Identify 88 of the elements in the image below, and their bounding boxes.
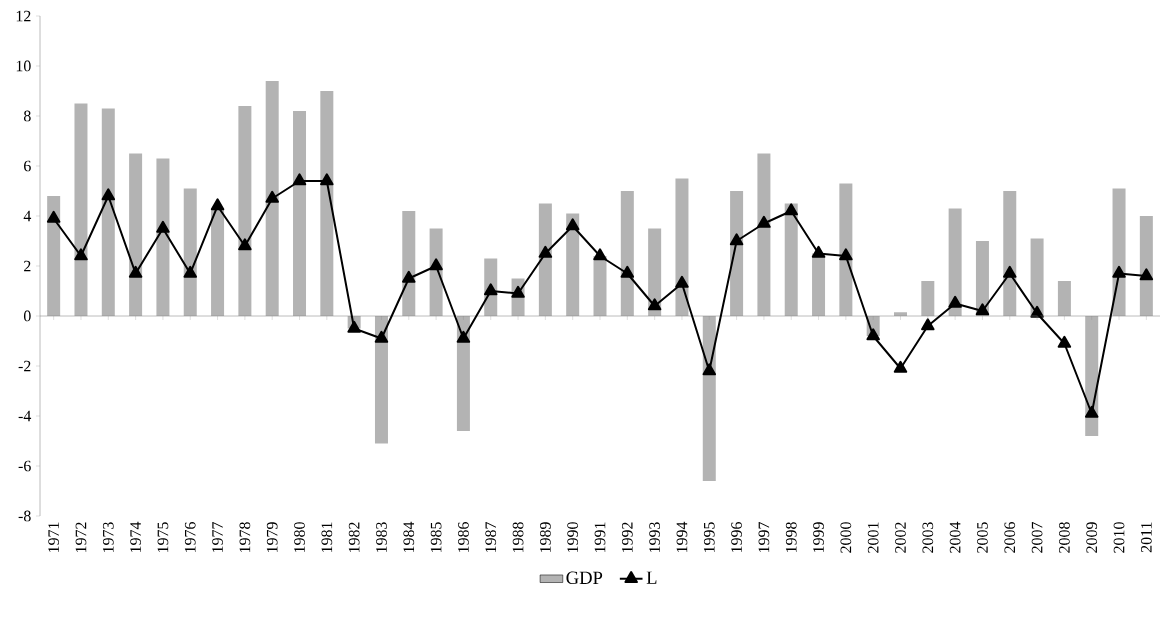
x-tick-label: 1994 [676,521,688,553]
bar [129,153,143,316]
x-tick-label: 1979 [266,522,278,553]
legend-label: L [646,571,657,584]
bar [730,190,744,316]
bar [538,203,552,316]
x-tick-label: 2000 [840,522,852,553]
x-tick-label: 1996 [731,522,742,553]
bar [47,195,61,316]
x-tick-label: 1978 [239,522,251,553]
x-tick-label: 1995 [703,522,715,553]
bar [156,158,170,316]
y-tick-label: 6 [24,160,31,172]
x-tick-label: 1990 [567,522,579,553]
y-tick-label: 4 [23,210,32,222]
bar [921,280,935,316]
x-tick-label: 1975 [157,522,169,553]
y-tick-label: 10 [16,60,31,72]
bar [211,208,225,316]
x-tick-label: 2001 [867,522,879,553]
bar [784,203,798,316]
x-tick-label: 1993 [649,522,660,553]
x-tick-label: 1997 [758,522,770,553]
x-tick-label: 1981 [321,522,333,553]
y-tick-label: -6 [18,460,31,472]
y-tick-label: -2 [18,360,31,372]
x-tick-label: 1989 [539,522,551,553]
x-tick-label: 1984 [403,521,415,553]
bar [566,213,580,316]
y-tick-label: 12 [16,10,31,22]
x-tick-label: 1982 [348,522,360,553]
bar [402,210,416,316]
y-tick-label: -8 [18,510,31,522]
x-tick-label: 2011 [1140,522,1152,553]
bar [374,316,388,444]
bar [593,255,607,316]
bar [648,228,662,316]
bar [620,190,634,316]
x-tick-label: 1983 [376,522,387,553]
x-tick-label: 1977 [212,522,223,553]
x-tick-label: 1987 [485,522,497,553]
legend-label: GDP [566,571,603,585]
bar [101,108,115,316]
bar [1030,238,1044,316]
x-tick-label: 1998 [785,522,797,553]
x-tick-label: 2005 [977,522,988,553]
bar [1057,280,1071,316]
x-tick-label: 1971 [48,522,59,553]
x-tick-label: 1976 [184,522,196,553]
x-tick-label: 2006 [1004,522,1016,553]
x-tick-label: 1988 [512,522,524,553]
x-tick-label: 1974 [130,521,141,553]
bar [1112,188,1126,316]
x-tick-label: 2008 [1059,522,1070,553]
x-tick-label: 1999 [813,522,824,553]
bar [293,110,307,316]
bar [702,316,716,481]
x-tick-label: 1992 [621,522,633,553]
bar [456,316,470,431]
bar [74,103,88,316]
x-tick-label: 2009 [1086,522,1098,553]
bar [675,178,689,316]
x-tick-label: 2010 [1113,522,1125,553]
y-tick-label: 0 [23,310,31,322]
x-tick-label: 2007 [1031,522,1043,553]
bar [757,153,771,316]
x-tick-label: 1985 [430,522,442,553]
bar [812,253,826,316]
bar [839,183,853,316]
bar [320,90,334,316]
y-tick-label: 8 [23,110,31,122]
bar [948,208,962,316]
bar [1003,190,1017,316]
y-tick-label: -4 [18,410,32,422]
x-tick-label: 2003 [922,522,934,553]
x-tick-label: 1980 [294,522,305,553]
point [46,210,61,223]
x-tick-label: 2004 [949,521,961,553]
bar [238,105,252,316]
x-tick-label: 2002 [895,522,906,553]
bar [1139,215,1153,316]
x-tick-label: 1986 [458,522,469,553]
y-tick-label: 2 [24,260,31,272]
bar [265,80,279,316]
x-tick-label: 1972 [75,522,87,553]
bar [183,188,197,316]
x-tick-label: 1973 [102,522,114,553]
x-tick-label: 1991 [594,522,606,553]
